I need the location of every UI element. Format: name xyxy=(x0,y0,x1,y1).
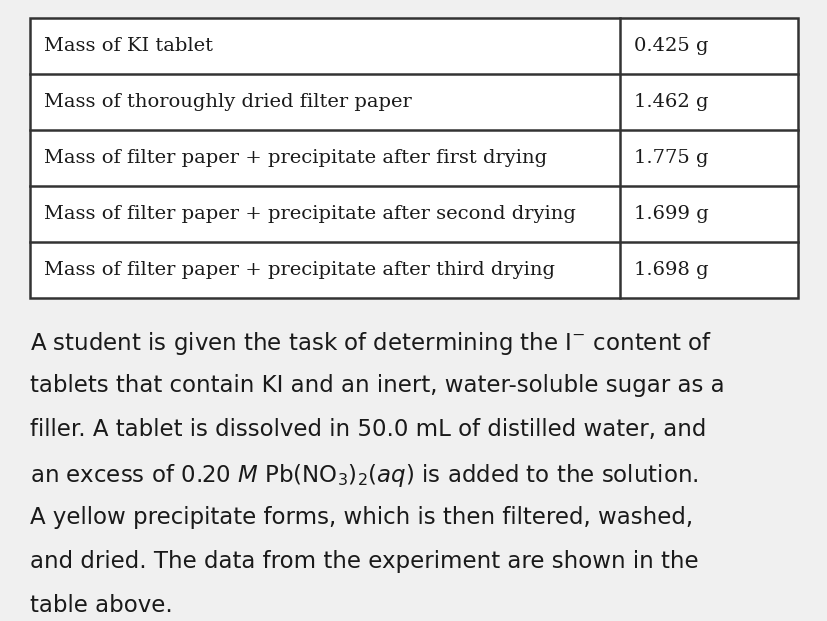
Text: 1.699 g: 1.699 g xyxy=(633,205,708,223)
Text: 1.775 g: 1.775 g xyxy=(633,149,708,167)
Text: A student is given the task of determining the I$^{-}$ content of: A student is given the task of determini… xyxy=(30,330,711,357)
Text: 0.425 g: 0.425 g xyxy=(633,37,708,55)
Bar xyxy=(30,18,797,298)
Text: an excess of 0.20 $M$ Pb(NO$_3$)$_2$($aq$) is added to the solution.: an excess of 0.20 $M$ Pb(NO$_3$)$_2$($aq… xyxy=(30,462,698,489)
Text: Mass of filter paper + precipitate after second drying: Mass of filter paper + precipitate after… xyxy=(44,205,576,223)
Text: and dried. The data from the experiment are shown in the: and dried. The data from the experiment … xyxy=(30,550,698,573)
Text: Mass of filter paper + precipitate after third drying: Mass of filter paper + precipitate after… xyxy=(44,261,554,279)
Text: 1.698 g: 1.698 g xyxy=(633,261,708,279)
Text: A yellow precipitate forms, which is then filtered, washed,: A yellow precipitate forms, which is the… xyxy=(30,506,692,529)
Text: tablets that contain KI and an inert, water-soluble sugar as a: tablets that contain KI and an inert, wa… xyxy=(30,374,724,397)
Bar xyxy=(30,18,797,298)
Text: Mass of KI tablet: Mass of KI tablet xyxy=(44,37,213,55)
Text: filler. A tablet is dissolved in 50.0 mL of distilled water, and: filler. A tablet is dissolved in 50.0 mL… xyxy=(30,418,705,441)
Text: table above.: table above. xyxy=(30,594,173,617)
Text: Mass of filter paper + precipitate after first drying: Mass of filter paper + precipitate after… xyxy=(44,149,547,167)
Text: 1.462 g: 1.462 g xyxy=(633,93,708,111)
Text: Mass of thoroughly dried filter paper: Mass of thoroughly dried filter paper xyxy=(44,93,411,111)
